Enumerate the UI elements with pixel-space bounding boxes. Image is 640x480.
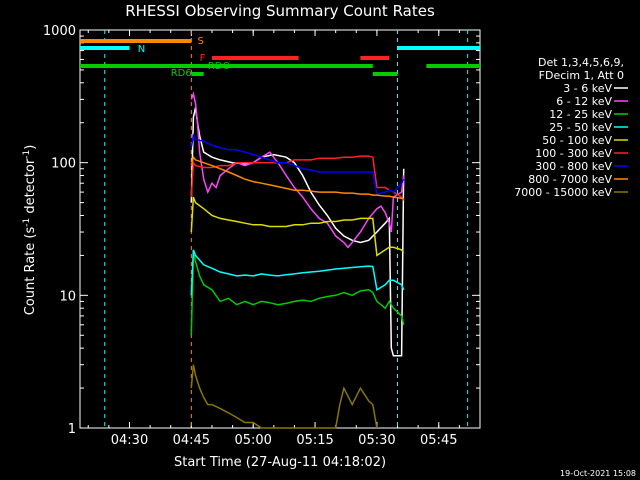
series-line-800-7000-keV — [190, 155, 405, 200]
series-line-3-6-keV — [190, 107, 405, 357]
y-axis-ticks: 1 10 100 1000 — [43, 24, 480, 437]
y-axis-label-part2: detector — [23, 158, 38, 218]
y-axis-label-part1: Count Rate (s — [23, 227, 38, 316]
x-tick-label: 05:15 — [296, 433, 333, 448]
flag-label-s: S — [198, 36, 204, 47]
legend-entry: 800 - 7000 keV — [528, 173, 612, 186]
y-tick-label: 100 — [51, 157, 76, 172]
flag-label-rd6: RD6 — [171, 68, 192, 79]
legend-entry: 50 - 100 keV — [542, 134, 612, 147]
x-tick-label: 04:45 — [173, 433, 210, 448]
legend-entry: 12 - 25 keV — [549, 108, 612, 121]
flag-label-f: F — [200, 53, 206, 64]
y-tick-label: 1000 — [43, 24, 76, 39]
series-line-7000-15000-keV — [190, 364, 378, 429]
plot-frame — [79, 29, 481, 429]
legend: Det 1,3,4,5,6,9,FDecim 1, Att 03 - 6 keV… — [514, 56, 628, 199]
x-axis-label: Start Time (27-Aug-11 04:18:02) — [174, 455, 386, 470]
x-tick-label: 05:45 — [420, 433, 457, 448]
flag-group: S N F RD6 RDO — [80, 36, 480, 79]
legend-entry: 300 - 800 keV — [535, 160, 612, 173]
y-axis-label-sup2: -1 — [22, 150, 32, 159]
legend-entry: 25 - 50 keV — [549, 121, 612, 134]
y-axis-label: Count Rate (s-1 detector-1) — [22, 145, 38, 316]
y-tick-label: 1 — [68, 422, 76, 437]
flag-label-n: N — [138, 44, 145, 55]
series-line-50-100-keV — [190, 196, 405, 257]
legend-entry: 100 - 300 keV — [535, 147, 612, 160]
series-line-25-50-keV — [190, 249, 405, 296]
x-axis-ticks: 04:30 04:45 05:00 05:15 05:30 05:45 — [87, 30, 481, 448]
legend-header: Det 1,3,4,5,6,9, — [538, 56, 624, 69]
flag-label-rdo: RDO — [208, 61, 231, 72]
x-tick-label: 04:30 — [111, 433, 148, 448]
x-tick-label: 05:00 — [234, 433, 271, 448]
x-tick-label: 05:30 — [358, 433, 395, 448]
series-line-12-25-keV — [190, 249, 405, 336]
legend-entry: 3 - 6 keV — [563, 82, 612, 95]
series-line-300-800-keV — [190, 133, 405, 196]
legend-entry: 7000 - 15000 keV — [514, 186, 612, 199]
series-line-6-12-keV — [190, 91, 405, 249]
chart-title: RHESSI Observing Summary Count Rates — [125, 2, 435, 20]
series-group — [104, 30, 469, 429]
footer-timestamp: 19-Oct-2021 15:08 — [560, 469, 636, 478]
y-axis-label-part3: ) — [23, 145, 38, 150]
series-line-100-300-keV — [190, 155, 405, 201]
y-axis-label-sup1: -1 — [22, 218, 32, 227]
legend-header: FDecim 1, Att 0 — [539, 69, 624, 82]
legend-entry: 6 - 12 keV — [556, 95, 612, 108]
y-tick-label: 10 — [59, 289, 76, 304]
